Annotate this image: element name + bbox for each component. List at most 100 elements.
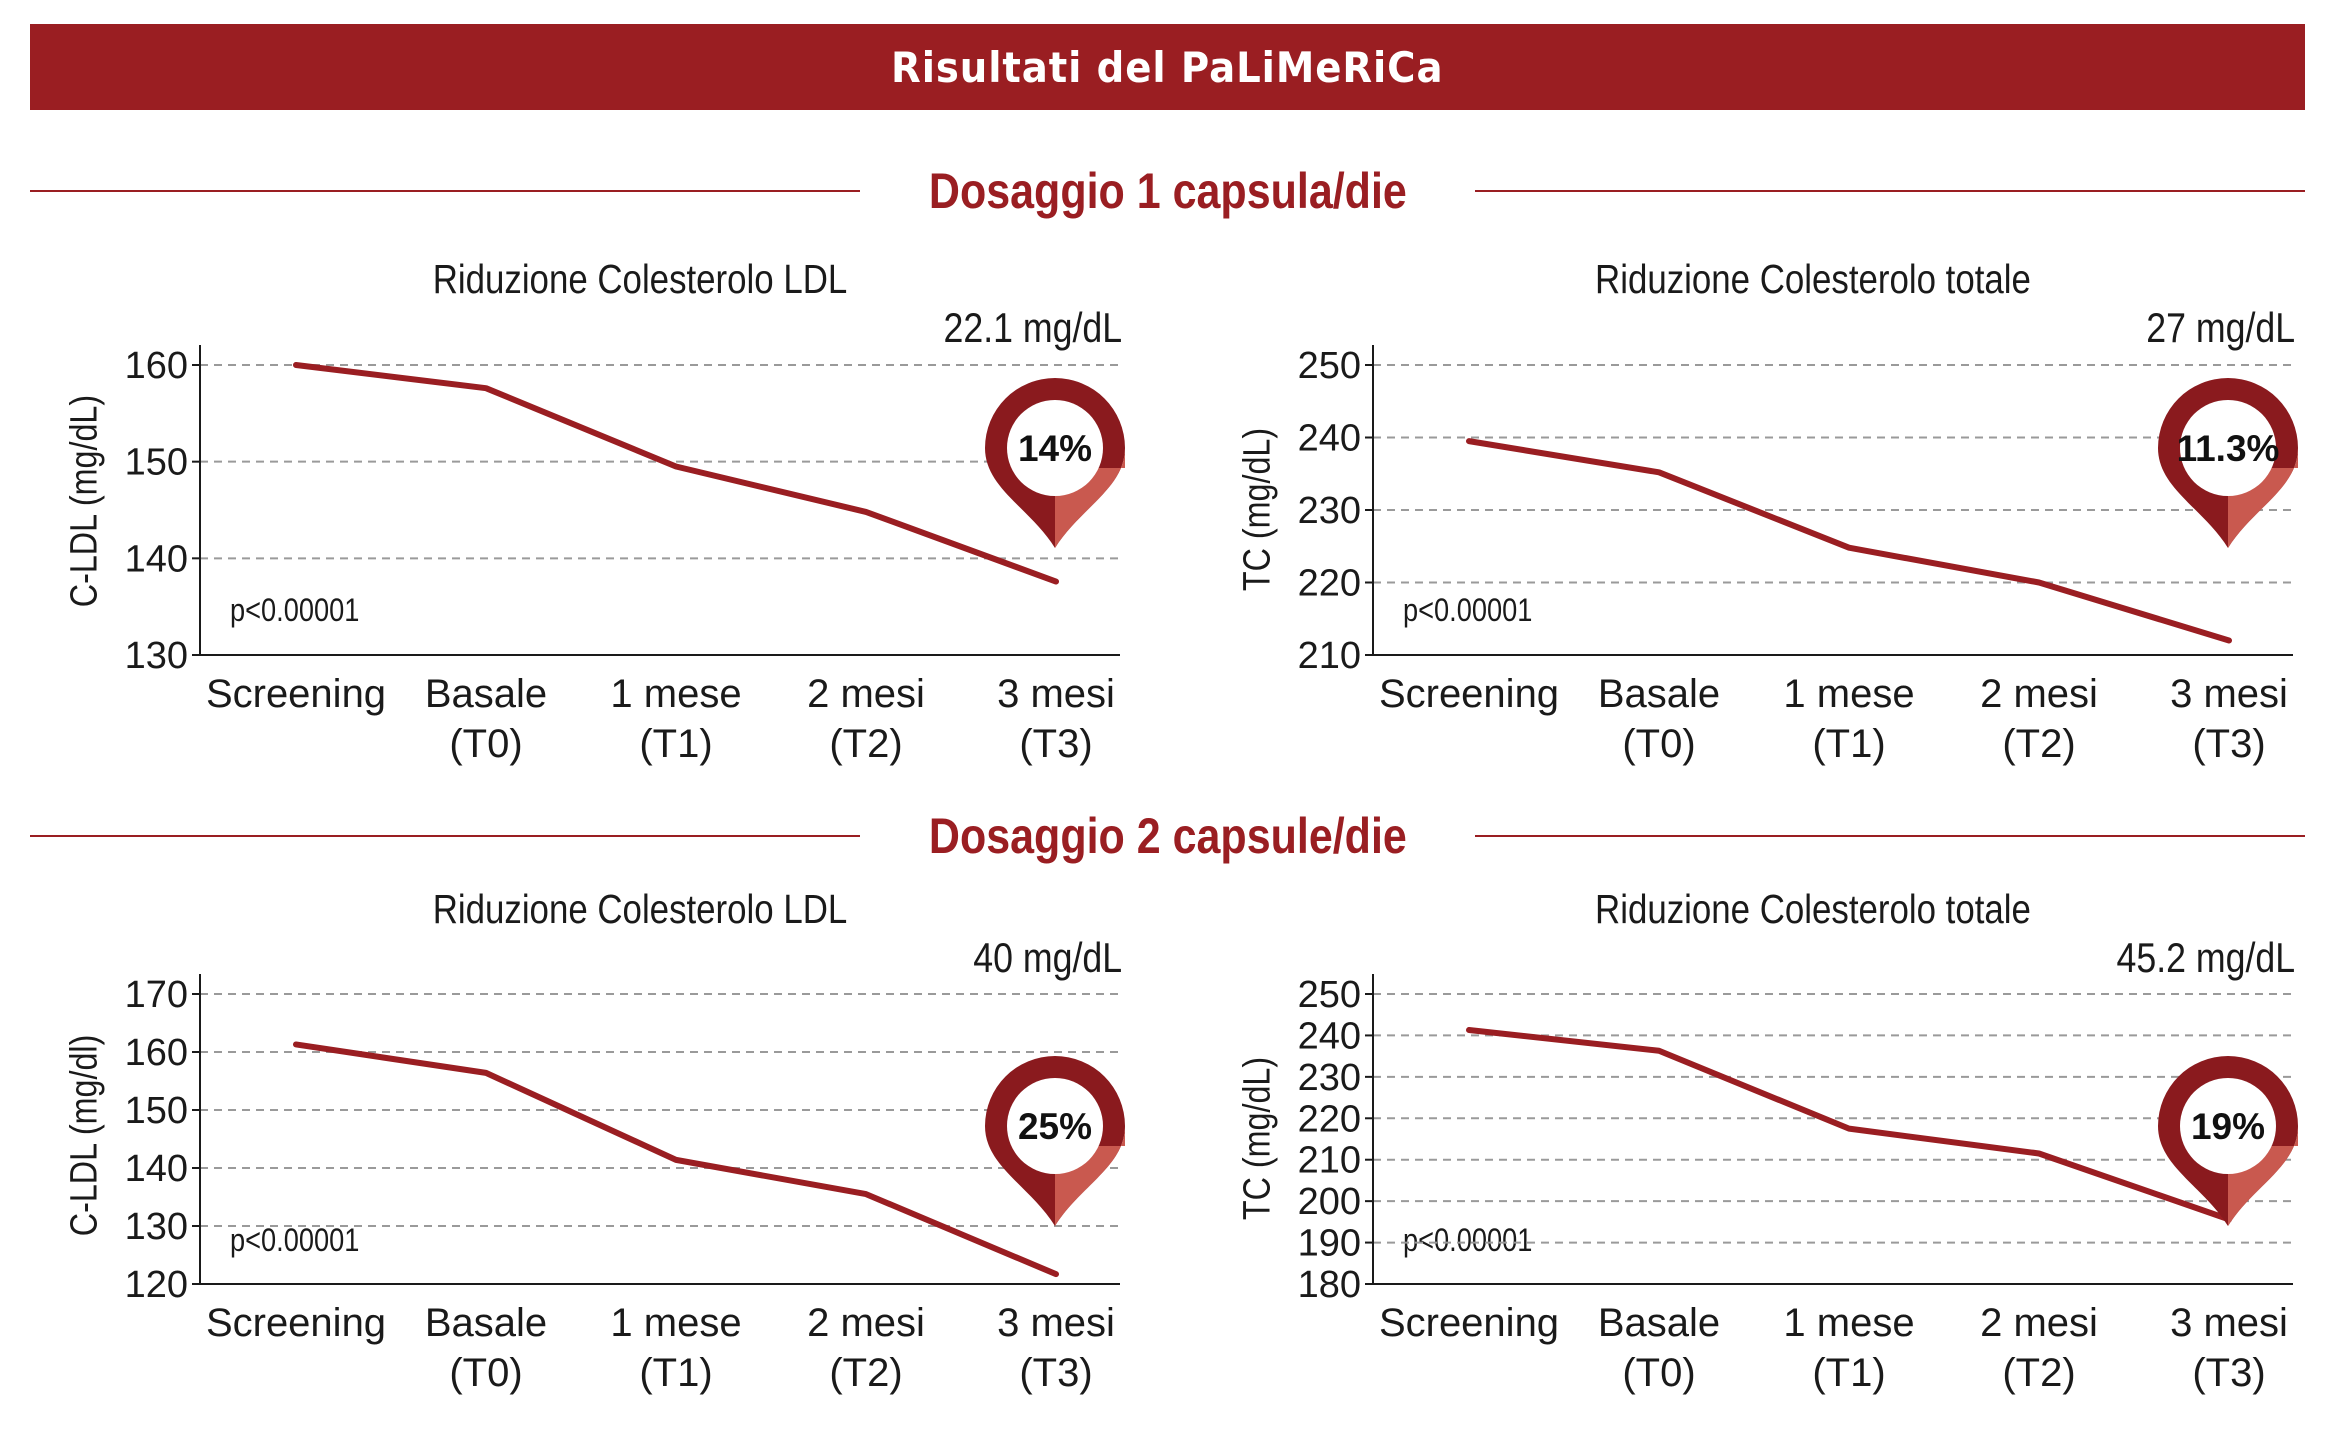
section-rule-right [1475,190,2305,192]
x-tick-label: 3 mesi [2170,1301,2288,1345]
percent-badge: 25% [985,1056,1125,1226]
percent-label: 25% [1018,1106,1092,1147]
x-tick-label: 1 mese [1783,672,1914,716]
x-tick-label: 1 mese [1783,1301,1914,1345]
section-title: Dosaggio 2 capsule/die [928,808,1407,864]
section-rule-left [30,835,860,837]
x-tick-label: (T0) [1622,722,1695,766]
badge-center [2180,1078,2276,1174]
chart-title: Riduzione Colesterolo LDL [432,886,848,932]
x-tick-label: 2 mesi [807,672,925,716]
x-tick-label: Screening [206,1301,386,1345]
y-tick-label: 250 [1298,345,1361,387]
series-line [1466,438,2232,644]
y-tick-label: 250 [1298,974,1361,1016]
percent-badge: 14% [985,378,1125,548]
y-tick-label: 220 [1298,563,1361,605]
x-tick-label: 3 mesi [997,672,1115,716]
x-tick-label: (T2) [829,722,902,766]
section-title: Dosaggio 1 capsula/die [928,163,1407,219]
chart-title: Riduzione Colesterolo LDL [432,256,848,302]
percent-label: 11.3% [2177,428,2280,469]
percent-badge: 19% [2158,1056,2298,1226]
y-tick-label: 200 [1298,1181,1361,1223]
y-tick-label: 220 [1298,1098,1361,1140]
x-tick-label: (T0) [449,1351,522,1395]
chart-plot: 120 130 140 150 160 170 Screening Basale (T0) 1 m… [125,974,1125,1395]
x-tick-label: Basale [1598,1301,1720,1345]
y-tick-label: 150 [125,1090,188,1132]
x-tick-label: 2 mesi [1980,1301,2098,1345]
percent-label: 19% [2191,1106,2265,1147]
y-tick-label: 160 [125,1032,188,1074]
y-tick-label: 210 [1298,635,1361,677]
section-rule-right [1475,835,2305,837]
x-tick-label: Screening [1379,672,1559,716]
x-tick-label: (T1) [639,1351,712,1395]
x-tick-label: Screening [206,672,386,716]
series-line [293,362,1059,585]
x-tick-label: (T1) [639,722,712,766]
y-tick-label: 190 [1298,1223,1361,1265]
badge-center [1007,400,1103,496]
x-tick-label: 3 mesi [2170,672,2288,716]
y-tick-label: 230 [1298,490,1361,532]
section-dose-1: Dosaggio 1 capsula/die [30,156,2305,226]
y-tick-label: 120 [125,1264,188,1306]
p-value-label: p<0.00001 [1403,1222,1533,1258]
x-tick-label: Basale [425,1301,547,1345]
x-tick-label: 1 mese [610,1301,741,1345]
p-value-label: p<0.00001 [230,1222,360,1258]
x-tick-label: (T1) [1812,722,1885,766]
x-tick-label: (T0) [1622,1351,1695,1395]
chart-ldl-dose-2: Riduzione Colesterolo LDL 40 mg/dL p<0.0… [30,870,1190,1430]
reduction-label: 27 mg/dL [2146,304,2295,351]
x-tick-label: Basale [425,672,547,716]
y-tick-label: 160 [125,345,188,387]
x-tick-label: (T3) [2192,1351,2265,1395]
x-tick-label: (T2) [829,1351,902,1395]
percent-badge: 11.3% [2158,378,2298,548]
chart-plot: 130 140 150 160 Screening Basale (T0) 1 mese (T1… [125,345,1125,766]
x-tick-label: (T2) [2002,1351,2075,1395]
series-line [293,1041,1059,1278]
chart-tc-dose-2: Riduzione Colesterolo totale 45.2 mg/dL … [1203,870,2332,1430]
chart-tc-dose-1: Riduzione Colesterolo totale 27 mg/dL p<… [1203,240,2332,800]
x-tick-label: (T3) [2192,722,2265,766]
chart-title: Riduzione Colesterolo totale [1595,256,2031,302]
reduction-label: 22.1 mg/dL [943,304,1122,351]
chart-ldl-dose-1: Riduzione Colesterolo LDL 22.1 mg/dL p<0… [30,240,1190,800]
header-banner: Risultati del PaLiMeRiCa [30,24,2305,110]
x-tick-label: 2 mesi [1980,672,2098,716]
p-value-label: p<0.00001 [230,592,360,628]
x-tick-label: 1 mese [610,672,741,716]
x-tick-label: Basale [1598,672,1720,716]
y-tick-label: 180 [1298,1264,1361,1306]
section-dose-2: Dosaggio 2 capsule/die [30,801,2305,871]
x-tick-label: (T3) [1019,1351,1092,1395]
reduction-label: 45.2 mg/dL [2116,934,2295,981]
reduction-label: 40 mg/dL [973,934,1122,981]
y-tick-label: 170 [125,974,188,1016]
y-tick-label: 140 [125,1148,188,1190]
x-tick-label: 2 mesi [807,1301,925,1345]
x-tick-label: (T2) [2002,722,2075,766]
chart-plot: 210 220 230 240 250 Screening Basale (T0) 1 mese… [1298,345,2298,766]
y-tick-label: 210 [1298,1140,1361,1182]
x-tick-label: Screening [1379,1301,1559,1345]
y-tick-label: 130 [125,635,188,677]
x-tick-label: (T3) [1019,722,1092,766]
section-rule-left [30,190,860,192]
badge-center [1007,1078,1103,1174]
header-title: Risultati del PaLiMeRiCa [891,42,1444,92]
y-tick-label: 240 [1298,1015,1361,1057]
chart-title: Riduzione Colesterolo totale [1595,886,2031,932]
y-tick-label: 150 [125,442,188,484]
y-tick-label: 230 [1298,1057,1361,1099]
y-tick-label: 240 [1298,418,1361,460]
badge-center [2180,400,2276,496]
y-tick-label: 130 [125,1206,188,1248]
x-tick-label: (T0) [449,722,522,766]
y-tick-label: 140 [125,538,188,580]
